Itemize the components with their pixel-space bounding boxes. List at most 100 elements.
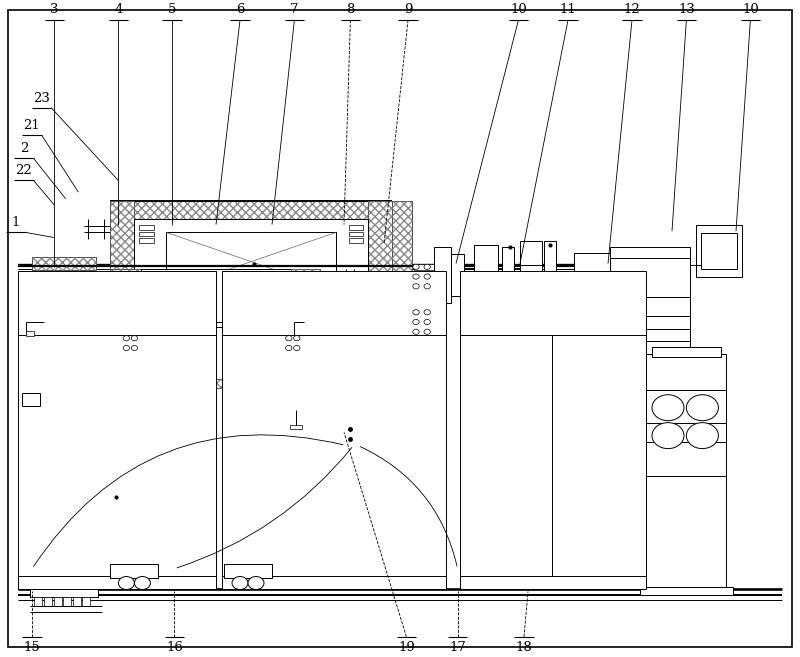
Bar — [54, 597, 62, 606]
Bar — [392, 322, 412, 380]
Bar — [434, 247, 451, 302]
Bar — [414, 283, 434, 290]
Bar — [110, 379, 320, 388]
Bar — [26, 331, 34, 336]
Circle shape — [686, 395, 718, 420]
Bar — [414, 263, 434, 270]
Circle shape — [424, 319, 430, 325]
Bar — [44, 597, 52, 606]
Bar — [494, 293, 526, 319]
Bar — [30, 587, 98, 597]
Bar — [520, 241, 542, 293]
Bar — [451, 254, 464, 296]
Bar — [646, 355, 726, 478]
Bar — [610, 246, 690, 258]
Text: 10: 10 — [742, 3, 758, 16]
Circle shape — [686, 422, 718, 449]
Bar — [110, 201, 392, 219]
Circle shape — [413, 264, 419, 269]
Bar — [44, 265, 88, 589]
Circle shape — [232, 576, 248, 589]
Bar — [414, 319, 434, 325]
Bar — [574, 279, 610, 293]
Text: 3: 3 — [50, 3, 58, 16]
Bar — [139, 232, 154, 237]
Bar — [73, 597, 81, 606]
Bar — [474, 246, 498, 290]
Bar — [349, 225, 363, 230]
Bar — [340, 409, 359, 417]
Bar — [349, 283, 363, 287]
Bar — [110, 269, 141, 380]
Bar — [349, 296, 363, 300]
Bar — [414, 309, 434, 315]
Bar — [544, 241, 556, 293]
Text: 2: 2 — [20, 142, 28, 155]
Bar — [640, 587, 733, 595]
Bar — [701, 233, 737, 269]
Bar — [646, 390, 726, 442]
Bar — [224, 564, 272, 578]
Circle shape — [131, 336, 138, 341]
Bar — [124, 345, 142, 351]
Text: 17: 17 — [449, 641, 466, 654]
Bar — [646, 476, 726, 589]
Bar — [652, 348, 721, 357]
Bar — [34, 597, 42, 606]
Bar — [368, 201, 392, 322]
Bar — [342, 417, 358, 426]
Text: 6: 6 — [236, 3, 244, 16]
Bar — [110, 564, 158, 578]
Bar — [110, 306, 392, 322]
Bar — [166, 233, 336, 291]
Bar — [110, 201, 134, 322]
Text: 8: 8 — [346, 3, 354, 16]
Text: 5: 5 — [168, 3, 176, 16]
Text: 11: 11 — [560, 3, 576, 16]
Circle shape — [134, 576, 150, 589]
Circle shape — [248, 576, 264, 589]
Bar — [343, 425, 356, 436]
Circle shape — [652, 422, 684, 449]
Text: 21: 21 — [24, 119, 40, 132]
Bar — [392, 201, 412, 322]
Circle shape — [413, 274, 419, 279]
Bar — [494, 317, 526, 336]
Bar — [139, 289, 154, 294]
Bar — [110, 379, 320, 388]
Bar — [290, 425, 302, 429]
Bar — [502, 246, 514, 284]
Circle shape — [424, 309, 430, 315]
Text: 16: 16 — [166, 641, 183, 654]
Text: 19: 19 — [398, 641, 415, 654]
Bar — [44, 265, 88, 589]
Text: 23: 23 — [33, 91, 50, 104]
Circle shape — [131, 346, 138, 351]
Text: 7: 7 — [290, 3, 298, 16]
Text: 13: 13 — [678, 3, 695, 16]
Bar — [349, 238, 363, 243]
Bar — [32, 257, 96, 270]
Circle shape — [118, 576, 134, 589]
Text: 18: 18 — [516, 641, 532, 654]
Bar — [368, 201, 392, 322]
Bar — [139, 283, 154, 287]
Circle shape — [413, 319, 419, 325]
Bar — [134, 219, 368, 306]
Bar — [460, 271, 646, 589]
Bar — [139, 238, 154, 243]
Circle shape — [652, 395, 684, 420]
Bar — [141, 269, 291, 380]
Bar — [222, 271, 446, 589]
Bar — [349, 232, 363, 237]
Bar — [414, 328, 434, 335]
Bar — [349, 289, 363, 294]
Circle shape — [424, 264, 430, 269]
Bar — [340, 385, 359, 397]
Bar — [110, 201, 392, 219]
Bar — [392, 322, 412, 380]
Bar — [343, 396, 356, 409]
Bar — [286, 345, 304, 351]
Bar — [139, 225, 154, 230]
Circle shape — [294, 336, 300, 341]
